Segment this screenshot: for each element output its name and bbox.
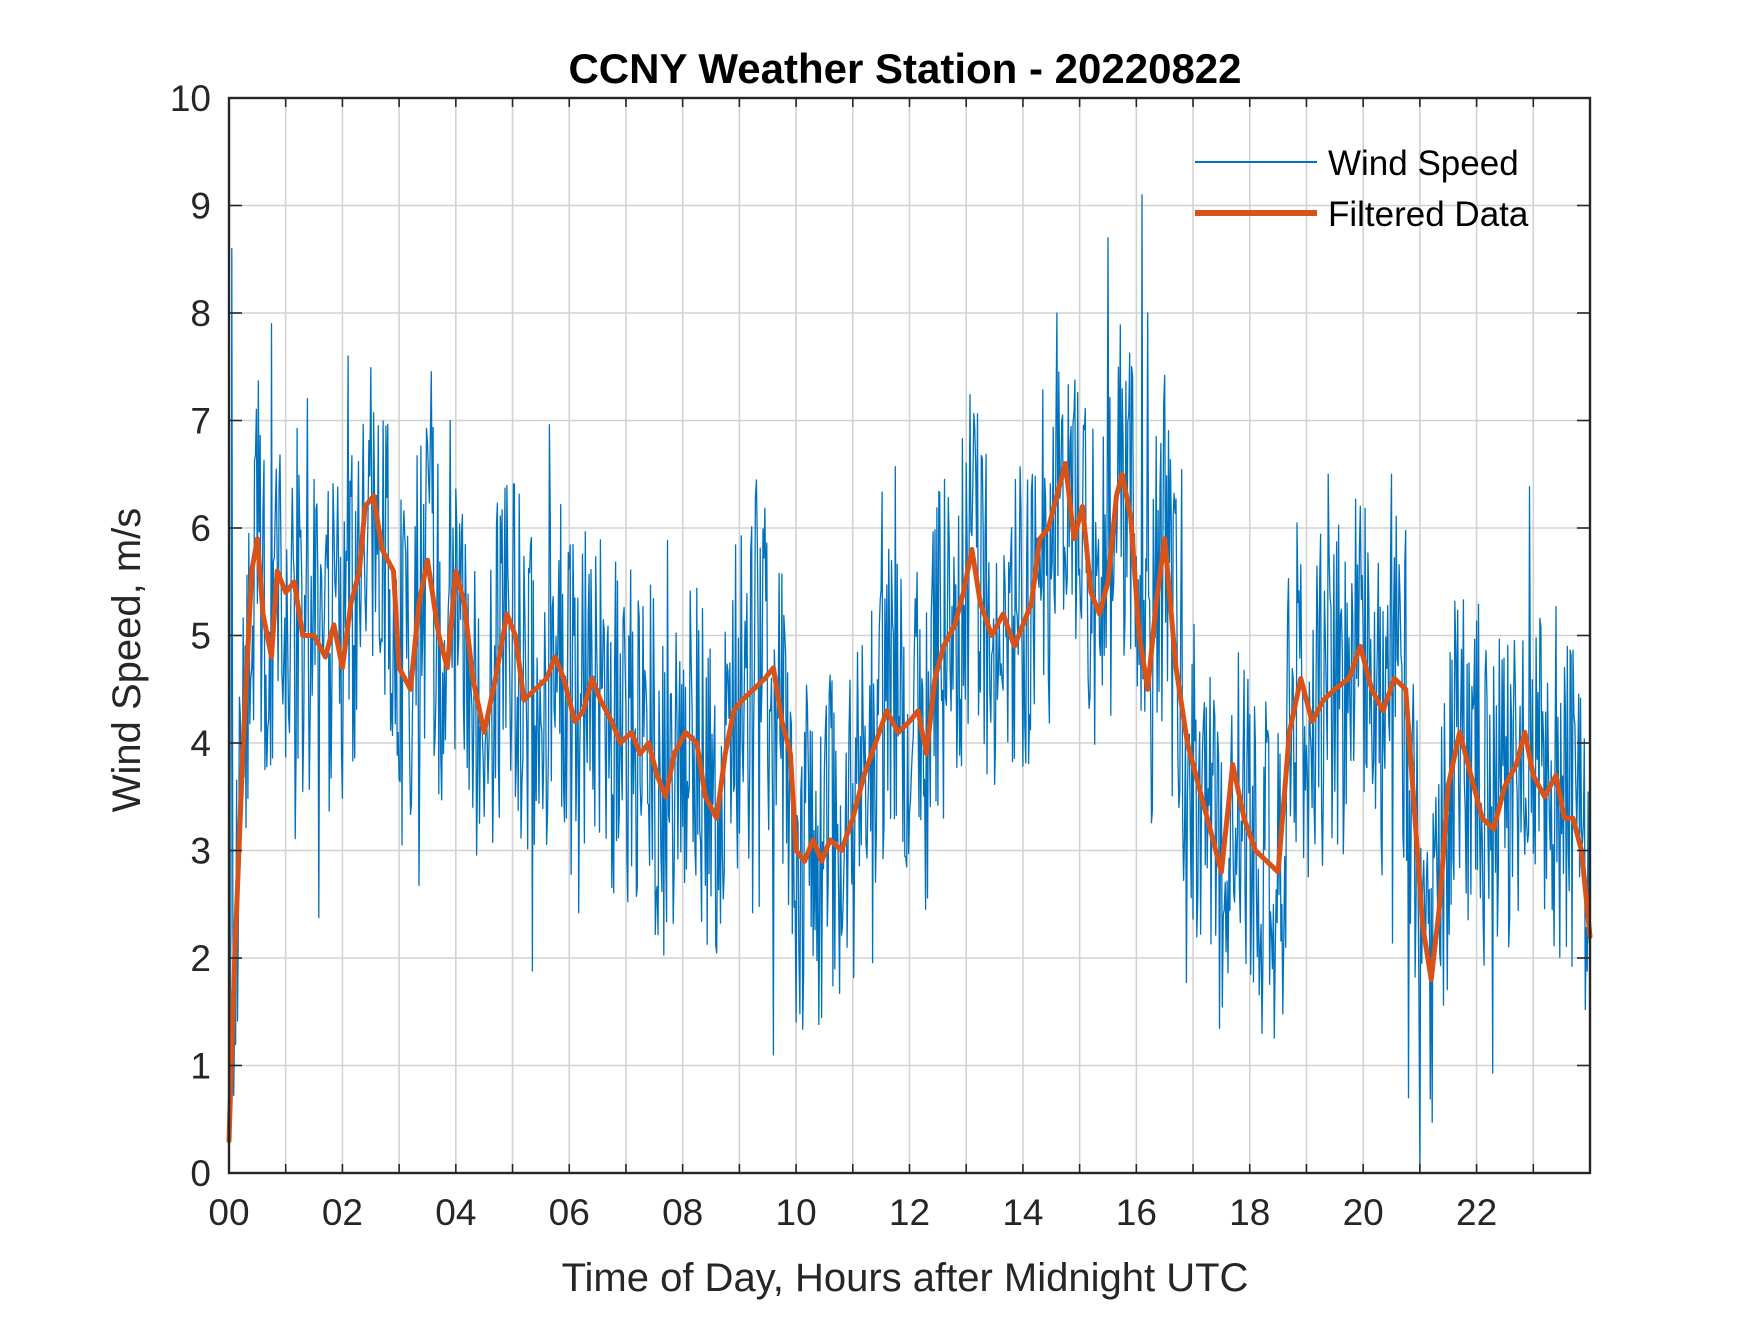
x-tick-label: 02 [322, 1192, 363, 1233]
x-axis-label: Time of Day, Hours after Midnight UTC [562, 1256, 1249, 1300]
x-tick-label: 10 [776, 1192, 817, 1233]
y-tick-label: 6 [190, 508, 211, 549]
x-tick-label: 18 [1229, 1192, 1270, 1233]
y-tick-label: 7 [190, 401, 211, 442]
chart-title: CCNY Weather Station - 20220822 [568, 45, 1241, 92]
x-tick-label: 20 [1343, 1192, 1384, 1233]
y-tick-label: 4 [190, 723, 211, 764]
x-tick-label: 22 [1456, 1192, 1497, 1233]
x-tick-label: 08 [662, 1192, 703, 1233]
legend: Wind Speed Filtered Data [1195, 144, 1529, 234]
y-tick-label: 0 [190, 1153, 211, 1194]
y-tick-label: 9 [190, 186, 211, 227]
x-tick-label: 12 [889, 1192, 930, 1233]
legend-filtered-data-label: Filtered Data [1328, 195, 1529, 234]
x-tick-label: 04 [435, 1192, 476, 1233]
grid [229, 98, 1590, 1173]
filtered-data-series [226, 461, 1593, 1144]
x-tick-label: 00 [208, 1192, 249, 1233]
y-tick-label: 5 [190, 616, 211, 657]
filtered-data-line [226, 461, 1593, 1144]
y-tick-label: 2 [190, 938, 211, 979]
y-tick-label: 3 [190, 831, 211, 872]
x-tick-label: 14 [1002, 1192, 1043, 1233]
y-axis-label: Wind Speed, m/s [105, 508, 149, 813]
x-tick-label: 06 [549, 1192, 590, 1233]
wind-speed-series [228, 194, 1591, 1174]
y-tick-label: 8 [190, 293, 211, 334]
y-tick-label: 10 [170, 78, 211, 119]
wind-speed-line [228, 194, 1591, 1174]
y-tick-label: 1 [190, 1046, 211, 1087]
legend-wind-speed-label: Wind Speed [1328, 144, 1519, 183]
x-tick-label: 16 [1116, 1192, 1157, 1233]
